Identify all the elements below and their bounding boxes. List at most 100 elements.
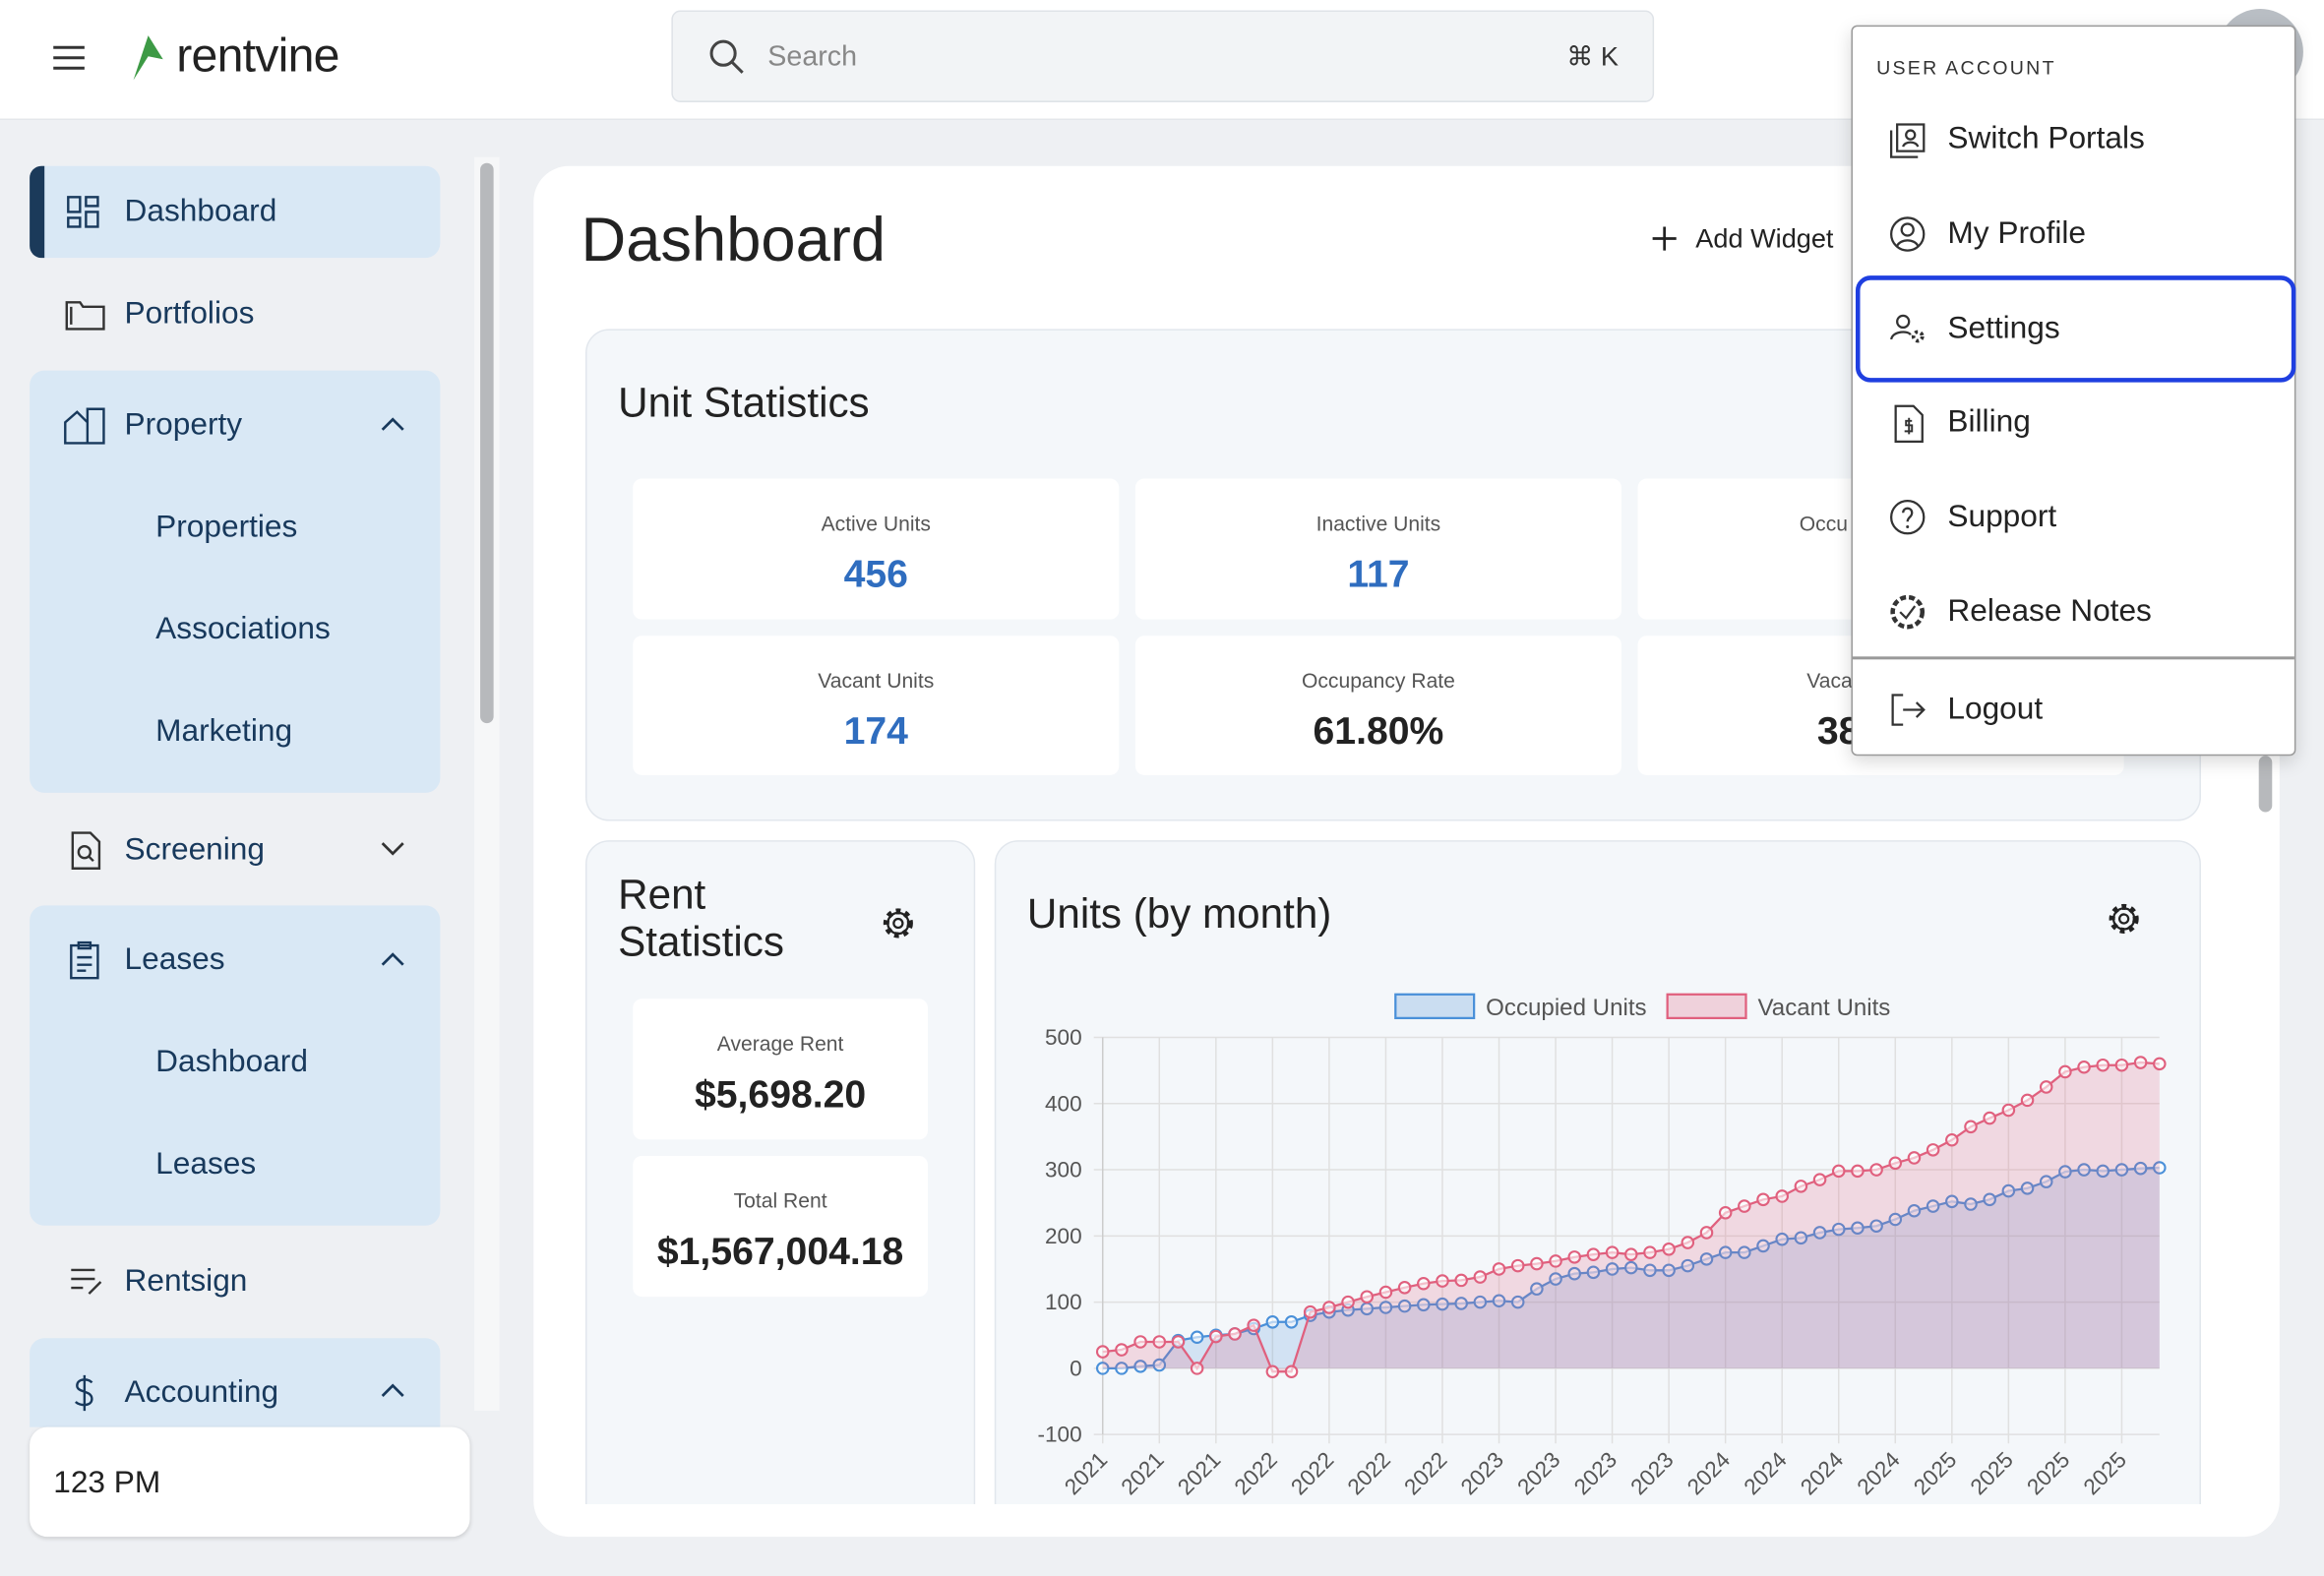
search-placeholder: Search xyxy=(767,41,857,73)
data-point xyxy=(1699,1252,1714,1266)
nav-item[interactable]: Portfolios xyxy=(124,296,255,331)
x-tick-label: 2023 xyxy=(1512,1447,1564,1499)
x-tick-label: 2025 xyxy=(2022,1447,2074,1499)
menu-icon xyxy=(1890,314,1925,343)
menu-item[interactable]: My Profile xyxy=(1947,215,2087,251)
data-point xyxy=(1115,1362,1129,1375)
x-tick-label: 2022 xyxy=(1230,1447,1282,1499)
menu-item[interactable]: Settings xyxy=(1947,311,2060,345)
nav-item[interactable]: Rentsign xyxy=(124,1263,248,1299)
data-point xyxy=(1378,1285,1393,1300)
data-point xyxy=(1152,1335,1167,1349)
data-point xyxy=(1095,1362,1110,1375)
data-point xyxy=(1417,1298,1431,1312)
nav-subitem[interactable]: Associations xyxy=(155,612,331,646)
data-point xyxy=(1794,1180,1808,1193)
data-point xyxy=(1454,1273,1468,1288)
data-point xyxy=(1756,1239,1770,1253)
stat-label: Occu xyxy=(1799,511,1848,535)
menu-item[interactable]: Switch Portals xyxy=(1947,121,2145,156)
nav-item[interactable]: Leases xyxy=(124,942,225,977)
data-point xyxy=(1247,1318,1260,1332)
data-point xyxy=(1775,1189,1789,1203)
data-point xyxy=(1681,1258,1695,1273)
data-point xyxy=(1851,1221,1865,1236)
data-point xyxy=(1190,1362,1204,1375)
data-point xyxy=(1341,1295,1355,1309)
chevron-up xyxy=(381,952,404,966)
menu-button[interactable] xyxy=(50,41,89,74)
data-point xyxy=(1869,1219,1883,1234)
data-point xyxy=(1945,1132,1959,1147)
nav-item[interactable]: Screening xyxy=(124,832,265,868)
legend: Occupied Units Vacant Units xyxy=(1394,993,1891,1021)
stat-label: Average Rent xyxy=(716,1031,844,1056)
card-title: Rent Statistics xyxy=(618,871,784,965)
settings-gear[interactable] xyxy=(879,904,917,942)
data-point xyxy=(2001,1103,2016,1118)
nav-active-indicator xyxy=(30,165,45,259)
x-tick-label: 2022 xyxy=(1286,1447,1338,1499)
data-point xyxy=(1851,1164,1865,1179)
data-point xyxy=(1360,1290,1375,1304)
legend-label: Vacant Units xyxy=(1758,995,1891,1021)
x-tick-label: 2022 xyxy=(1343,1447,1395,1499)
data-point xyxy=(1567,1250,1582,1264)
nav-item[interactable]: Dashboard xyxy=(124,194,277,228)
data-point xyxy=(1812,1226,1827,1240)
y-tick-label: 300 xyxy=(1045,1158,1082,1182)
data-point xyxy=(1699,1226,1714,1240)
portal-switcher[interactable]: 123 PM xyxy=(30,1426,470,1538)
search-box[interactable]: Search ⌘ K xyxy=(671,10,1655,102)
nav-item[interactable]: Accounting xyxy=(124,1374,279,1410)
nav-icon xyxy=(70,940,99,980)
menu-item[interactable]: Release Notes xyxy=(1947,594,2152,629)
data-point xyxy=(1888,1156,1903,1171)
page-title: Dashboard xyxy=(581,204,887,274)
menu-item[interactable]: Billing xyxy=(1947,404,2031,439)
x-tick-label: 2024 xyxy=(1682,1447,1735,1499)
stat-label: Inactive Units xyxy=(1315,511,1441,535)
data-point xyxy=(1926,1199,1940,1213)
y-tick-label: 100 xyxy=(1045,1290,1082,1314)
x-tick-label: 2024 xyxy=(1796,1447,1848,1499)
menu-icon xyxy=(1890,500,1926,535)
data-point xyxy=(1926,1143,1940,1157)
chevron-down xyxy=(381,842,404,856)
nav-icon xyxy=(71,1268,102,1295)
nav-subitem[interactable]: Properties xyxy=(155,510,298,544)
nav-subitem[interactable]: Dashboard xyxy=(155,1044,308,1079)
add-widget-button[interactable]: Add Widget xyxy=(1695,223,1834,254)
x-tick-label: 2025 xyxy=(1909,1447,1961,1499)
data-point xyxy=(1492,1294,1506,1308)
data-point xyxy=(1510,1258,1525,1273)
data-point xyxy=(1738,1199,1751,1213)
nav-subitem[interactable]: Leases xyxy=(155,1146,257,1182)
data-point xyxy=(2133,1056,2148,1069)
chevron-up xyxy=(381,1383,404,1397)
settings-gear[interactable] xyxy=(2105,899,2143,938)
scrollbar-thumb[interactable] xyxy=(2258,756,2273,813)
nav-icon xyxy=(67,196,99,228)
data-point xyxy=(1964,1120,1978,1134)
x-tick-label: 2024 xyxy=(1740,1447,1792,1499)
data-point xyxy=(1775,1232,1789,1246)
data-point xyxy=(1831,1222,1846,1237)
stat-tile: Average Rent $5,698.20 xyxy=(633,999,928,1140)
data-point xyxy=(1586,1265,1601,1280)
portal-name: 123 PM xyxy=(53,1465,161,1500)
menu-item[interactable]: Logout xyxy=(1947,692,2044,727)
data-point xyxy=(1643,1263,1657,1278)
nav-subitem[interactable]: Marketing xyxy=(155,714,293,749)
nav-item[interactable]: Property xyxy=(124,407,243,442)
data-point xyxy=(1171,1335,1186,1349)
stat-value: 61.80% xyxy=(1313,708,1444,754)
scrollbar-thumb[interactable] xyxy=(480,162,494,724)
plus-icon xyxy=(1652,226,1677,251)
data-point xyxy=(2020,1093,2035,1108)
menu-icon xyxy=(1890,594,1926,630)
stat-value: 456 xyxy=(843,551,908,596)
data-point xyxy=(1265,1364,1280,1379)
menu-item[interactable]: Support xyxy=(1947,499,2057,534)
